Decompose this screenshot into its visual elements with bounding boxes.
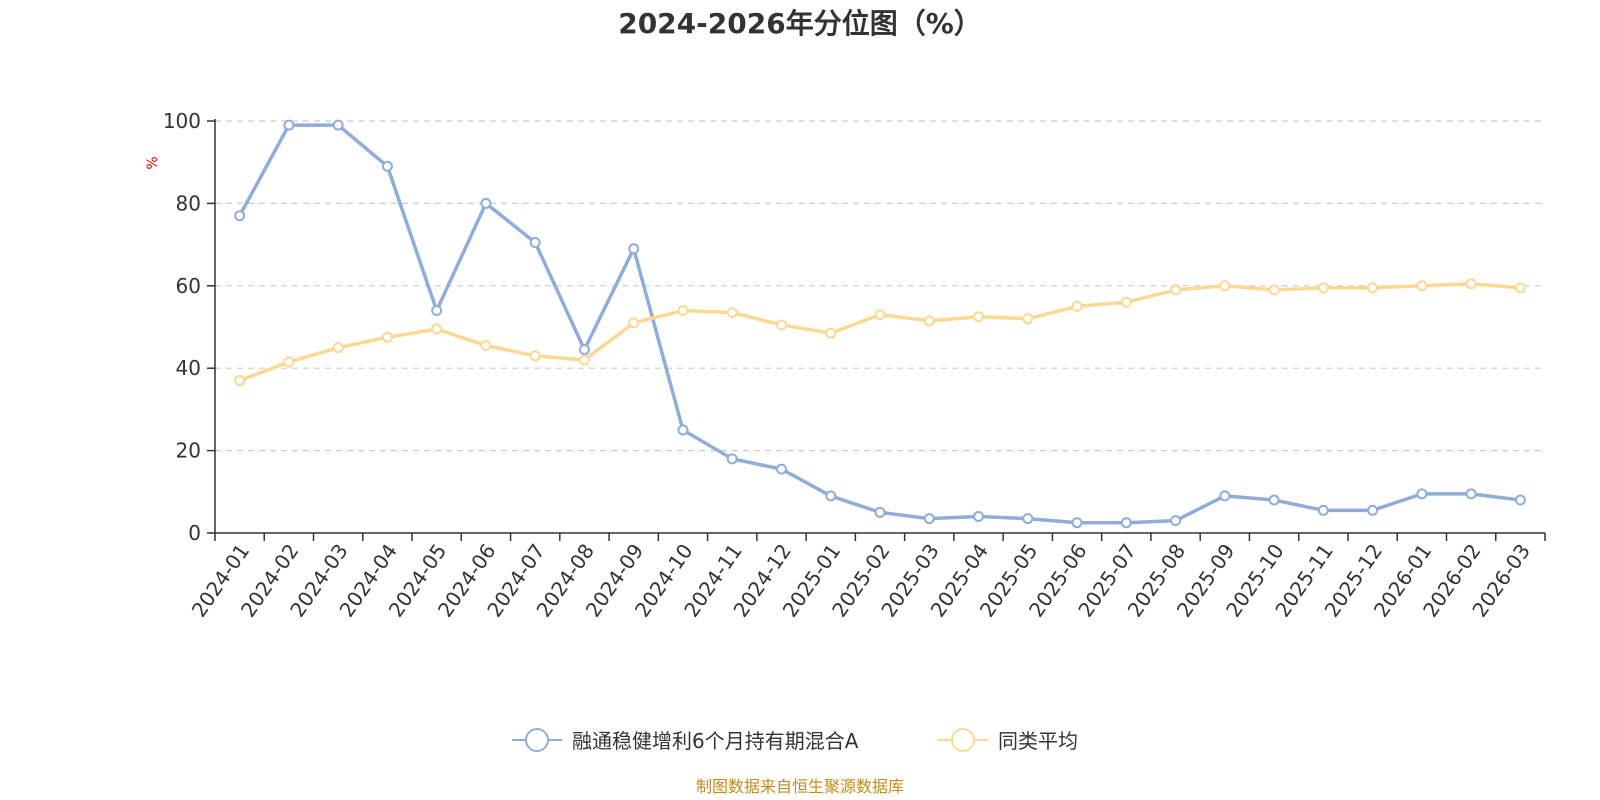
data-point [1514, 282, 1526, 294]
data-point [1317, 282, 1329, 294]
data-point [480, 340, 492, 352]
data-point [578, 344, 590, 356]
data-point [1120, 296, 1132, 308]
data-point [1170, 515, 1182, 527]
data-point [874, 506, 886, 518]
data-point [234, 210, 246, 222]
data-point [480, 197, 492, 209]
data-point [677, 424, 689, 436]
data-point [234, 375, 246, 387]
legend-item[interactable]: 融通稳健增利6个月持有期混合A [512, 728, 859, 753]
data-point [923, 315, 935, 327]
data-point [1022, 313, 1034, 325]
y-tick-label: 60 [176, 274, 201, 298]
y-tick-label: 20 [176, 439, 201, 463]
y-tick-label: 0 [188, 521, 201, 545]
legend[interactable]: 融通稳健增利6个月持有期混合A 同类平均 [512, 728, 1078, 753]
data-point [775, 463, 787, 475]
y-tick-label: 40 [176, 356, 201, 380]
data-point [973, 511, 985, 523]
chart-title: 2024-2026年分位图（%） [618, 7, 982, 40]
data-point [726, 453, 738, 465]
grid-lines [215, 120, 1545, 452]
data-point [628, 243, 640, 255]
data-point [1367, 504, 1379, 516]
series-2 [234, 278, 1526, 387]
source-note: 制图数据来自恒生聚源数据库 [696, 777, 904, 796]
y-axis-ticks: 0 20 40 60 80 100 [163, 109, 201, 545]
data-point [1071, 517, 1083, 529]
data-point [1071, 300, 1083, 312]
data-point [529, 237, 541, 249]
legend-circle-icon [951, 728, 975, 752]
y-tick-label: 100 [163, 109, 201, 133]
legend-label: 融通稳健增利6个月持有期混合A [572, 729, 859, 753]
data-point [1317, 504, 1329, 516]
axes [207, 119, 1546, 541]
data-point [1219, 280, 1231, 292]
y-axis-unit-label: % [145, 156, 161, 169]
data-point [1170, 284, 1182, 296]
data-point [1416, 280, 1428, 292]
legend-circle-icon [525, 728, 549, 752]
data-point [1465, 278, 1477, 290]
data-point [578, 354, 590, 366]
data-point [381, 160, 393, 172]
data-point [1416, 488, 1428, 500]
data-point [825, 490, 837, 502]
y-tick-label: 80 [176, 191, 201, 215]
series-1 [234, 119, 1526, 529]
data-point [283, 356, 295, 368]
data-point [726, 307, 738, 319]
series-line [238, 123, 1521, 525]
series-lines [234, 119, 1526, 529]
x-axis-ticks: 2024-012024-022024-032024-042024-052024-… [187, 539, 1535, 621]
legend-label: 同类平均 [998, 729, 1078, 753]
data-point [973, 311, 985, 323]
data-point [1514, 494, 1526, 506]
data-point [431, 305, 443, 317]
data-point [1465, 488, 1477, 500]
data-point [825, 327, 837, 339]
data-point [1367, 282, 1379, 294]
data-point [628, 317, 640, 329]
data-point [1022, 513, 1034, 525]
data-point [1120, 517, 1132, 529]
data-point [677, 305, 689, 317]
data-point [332, 119, 344, 131]
data-point [381, 331, 393, 343]
data-point [775, 319, 787, 331]
data-point [283, 119, 295, 131]
data-point [1219, 490, 1231, 502]
data-point [874, 309, 886, 321]
data-point [1268, 494, 1280, 506]
data-point [431, 323, 443, 335]
data-point [1268, 284, 1280, 296]
data-point [923, 513, 935, 525]
data-point [529, 350, 541, 362]
data-point [332, 342, 344, 354]
legend-item[interactable]: 同类平均 [938, 728, 1078, 753]
